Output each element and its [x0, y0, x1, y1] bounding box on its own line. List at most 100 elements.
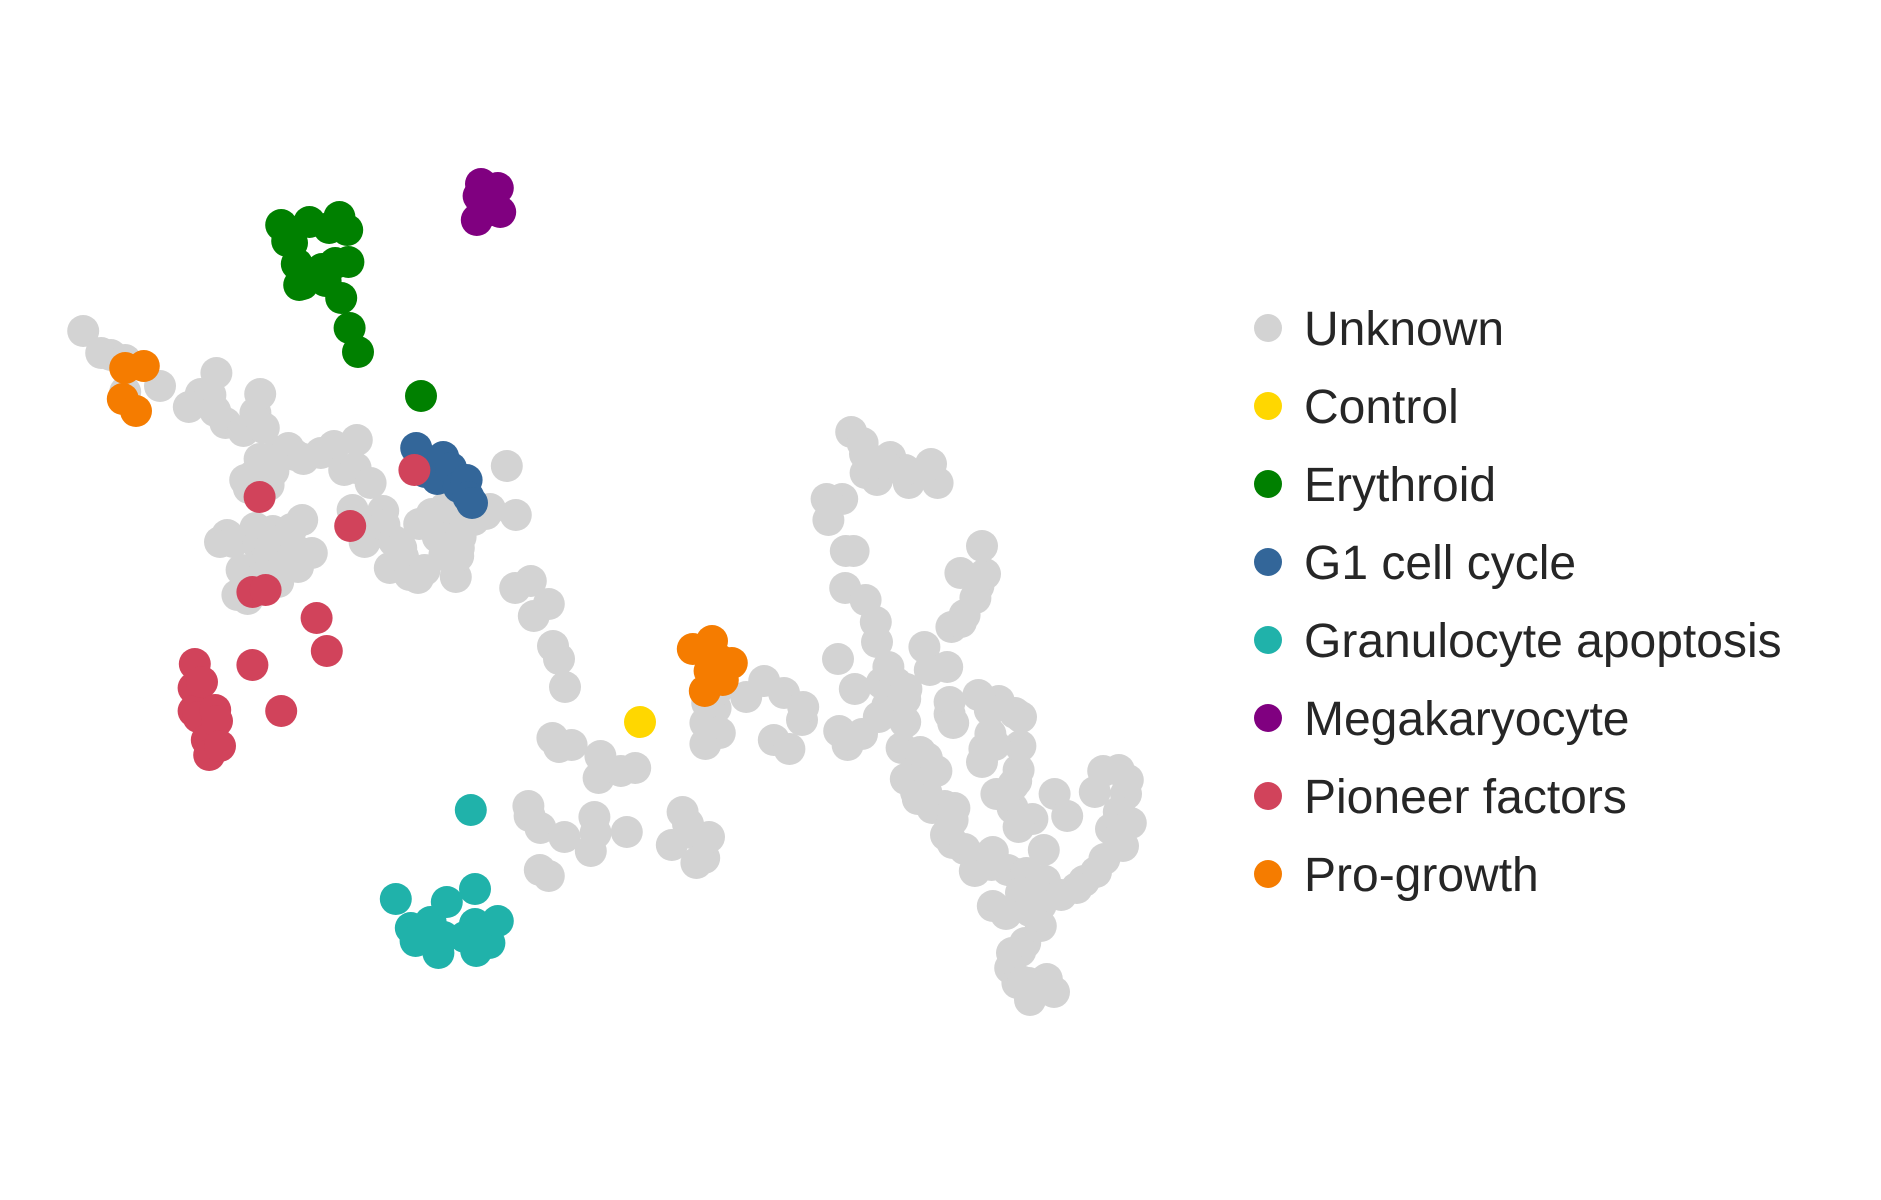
point-unknown [619, 752, 652, 784]
series-erythroid [265, 201, 437, 412]
point-unknown [499, 499, 532, 531]
point-unknown [543, 643, 575, 675]
point-unknown [969, 558, 1001, 590]
point-unknown [1004, 730, 1037, 762]
point-unknown [838, 673, 871, 705]
point-unknown [286, 504, 319, 536]
point-megakaryocyte [481, 172, 514, 204]
point-unknown [973, 694, 1006, 726]
point-pioneer-factors [265, 695, 298, 727]
series-g1-cell-cycle [400, 432, 488, 519]
point-erythroid [283, 269, 316, 301]
legend-marker [1254, 626, 1282, 654]
legend-marker [1254, 782, 1282, 810]
point-pioneer-factors [186, 666, 218, 698]
point-pioneer-factors [398, 454, 431, 486]
point-unknown [244, 378, 277, 410]
legend-label: Pioneer factors [1304, 771, 1627, 824]
series-unknown [67, 315, 1147, 1016]
legend-label: Control [1304, 381, 1459, 434]
point-pioneer-factors [201, 705, 233, 737]
point-pioneer-factors [310, 635, 343, 667]
point-unknown [1038, 976, 1070, 1008]
point-unknown [578, 801, 611, 833]
points-layer [67, 168, 1147, 1016]
point-pro-growth [120, 395, 152, 427]
point-unknown [901, 783, 934, 815]
point-unknown [532, 860, 565, 892]
point-unknown [890, 673, 923, 705]
point-erythroid [342, 336, 374, 368]
point-unknown [67, 315, 100, 347]
series-pioneer-factors [177, 454, 431, 771]
point-erythroid [405, 380, 437, 412]
point-unknown [822, 643, 854, 675]
point-unknown [1000, 765, 1033, 797]
point-pioneer-factors [236, 649, 269, 681]
point-erythroid [333, 312, 366, 344]
point-granulocyte-apoptosis [379, 883, 412, 915]
series-control [624, 706, 656, 738]
point-unknown [990, 898, 1022, 930]
legend-marker [1254, 470, 1282, 498]
point-unknown [931, 651, 964, 683]
point-unknown [354, 467, 387, 499]
point-unknown [340, 424, 373, 456]
legend-item-granulocyte-apoptosis: Granulocyte apoptosis [1254, 615, 1782, 668]
legend: Unknown Control Erythroid G1 cell cycle Gran… [1254, 303, 1782, 902]
point-pioneer-factors [300, 602, 333, 634]
legend-marker [1254, 314, 1282, 342]
point-unknown [787, 691, 820, 723]
point-unknown [937, 707, 970, 739]
point-unknown [915, 448, 947, 480]
point-erythroid [325, 282, 358, 314]
point-granulocyte-apoptosis [459, 873, 491, 905]
point-erythroid [332, 246, 365, 278]
series-megakaryocyte [460, 168, 517, 236]
point-pioneer-factors [204, 730, 236, 762]
point-unknown [966, 746, 998, 778]
point-unknown [549, 671, 581, 703]
legend-label: Pro-growth [1304, 849, 1539, 902]
legend-marker [1254, 860, 1282, 888]
point-unknown [908, 631, 941, 663]
legend-label: Erythroid [1304, 459, 1496, 512]
point-unknown [693, 821, 725, 853]
point-megakaryocyte [484, 196, 517, 228]
point-pro-growth [127, 350, 160, 382]
point-pioneer-factors [249, 574, 282, 606]
point-unknown [548, 821, 581, 853]
legend-label: Granulocyte apoptosis [1304, 615, 1782, 668]
point-unknown [773, 733, 806, 765]
point-unknown [837, 535, 870, 567]
legend-label: Megakaryocyte [1304, 693, 1629, 746]
legend-marker [1254, 548, 1282, 576]
point-control [624, 706, 656, 738]
legend-item-unknown: Unknown [1254, 303, 1504, 356]
point-granulocyte-apoptosis [454, 794, 487, 826]
point-unknown [966, 530, 998, 562]
point-unknown [247, 412, 280, 444]
point-granulocyte-apoptosis [430, 886, 463, 918]
point-unknown [944, 557, 977, 589]
point-unknown [610, 816, 643, 848]
legend-item-pioneer-factors: Pioneer factors [1254, 771, 1627, 824]
series-pro-growth [106, 350, 748, 707]
legend-label: G1 cell cycle [1304, 537, 1576, 590]
point-granulocyte-apoptosis [481, 905, 514, 937]
point-g1-cell-cycle [456, 487, 488, 519]
legend-item-megakaryocyte: Megakaryocyte [1254, 693, 1629, 746]
point-unknown [524, 812, 557, 844]
legend-marker [1254, 392, 1282, 420]
point-unknown [532, 588, 565, 620]
series-granulocyte-apoptosis [379, 794, 514, 969]
point-unknown [490, 450, 523, 482]
point-unknown [889, 706, 922, 738]
legend-item-erythroid: Erythroid [1254, 459, 1496, 512]
point-unknown [514, 565, 547, 597]
legend-item-g1-cell-cycle: G1 cell cycle [1254, 537, 1576, 590]
legend-marker [1254, 704, 1282, 732]
point-pioneer-factors [334, 510, 367, 542]
